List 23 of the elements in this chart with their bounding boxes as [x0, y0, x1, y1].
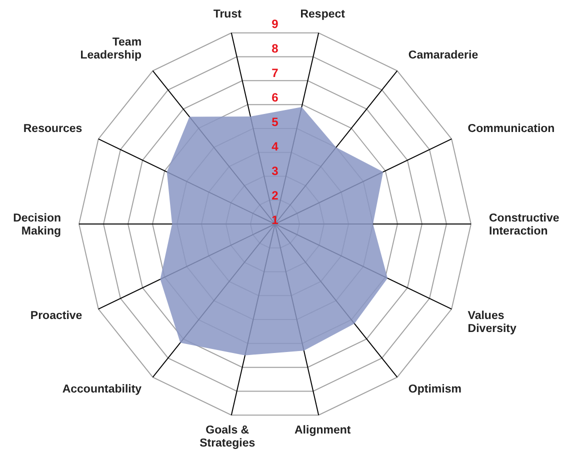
- y-tick-label: 6: [272, 90, 279, 104]
- y-tick-label: 3: [272, 164, 279, 178]
- spoke-label: Alignment: [294, 424, 351, 437]
- y-tick-label: 2: [272, 188, 279, 202]
- spoke-label: Camaraderie: [408, 49, 478, 62]
- y-tick-label: 4: [272, 140, 279, 154]
- spoke-label: Communication: [468, 123, 555, 136]
- y-tick-label: 9: [272, 17, 279, 31]
- spoke-label: Constructive Interaction: [489, 212, 560, 238]
- spoke-label: Goals & Strategies: [200, 424, 256, 450]
- spoke-label: Respect: [300, 8, 346, 20]
- spoke-label: Team Leadership: [80, 36, 142, 62]
- y-tick-label: 1: [272, 213, 279, 227]
- spoke-label: Accountability: [62, 384, 142, 396]
- y-tick-label: 8: [272, 42, 279, 56]
- spoke-label: Optimism: [408, 384, 462, 396]
- y-tick-label: 5: [272, 115, 279, 129]
- spoke-label: Decision Making: [13, 212, 61, 238]
- spoke-label: Values Diversity: [468, 310, 517, 335]
- spoke-label: Resources: [23, 123, 82, 136]
- spoke-label: Proactive: [30, 310, 82, 322]
- spoke-label: Trust: [213, 8, 242, 20]
- y-tick-label: 7: [272, 66, 279, 80]
